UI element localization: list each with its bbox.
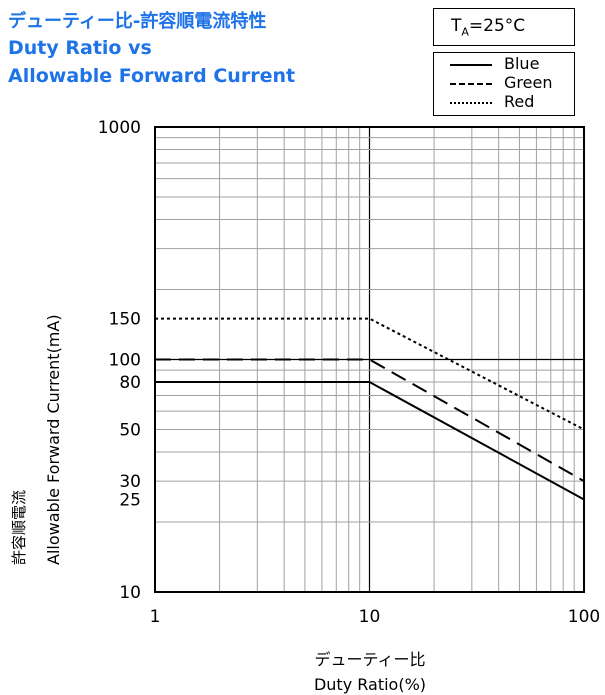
y-axis-label: Allowable Forward Current(mA) (44, 314, 63, 565)
chart-title-en-line1: Duty Ratio vs (8, 37, 152, 59)
y-tick-label: 80 (119, 373, 141, 393)
legend-label-blue: Blue (504, 54, 540, 73)
y-tick-label: 150 (109, 310, 141, 330)
condition-text: TA=25°C (451, 16, 526, 39)
y-tick-label: 50 (119, 420, 141, 440)
legend-item-blue: Blue (434, 55, 574, 73)
y-axis-label-jp: 許容順電流 (10, 489, 28, 565)
y-tick-label: 1000 (98, 118, 141, 138)
x-tick-label: 10 (359, 607, 381, 627)
y-tick-label: 25 (119, 490, 141, 510)
chart-title-en-line2: Allowable Forward Current (8, 65, 296, 87)
condition-box: TA=25°C (433, 8, 575, 46)
chart-title-jp: デューティー比-許容順電流特性 (8, 11, 267, 32)
x-axis-label-jp: デューティー比 (314, 650, 426, 669)
legend-item-green: Green (434, 74, 574, 92)
y-tick-label: 10 (119, 583, 141, 603)
legend-swatch-dotted (450, 102, 492, 104)
y-tick-label: 100 (109, 351, 141, 371)
legend-item-red: Red (434, 93, 574, 111)
x-axis-label: Duty Ratio(%) (313, 675, 427, 694)
series-line-blue (155, 381, 585, 501)
legend-swatch-solid (450, 64, 492, 66)
x-tick-label: 100 (568, 607, 600, 627)
legend-label-green: Green (504, 73, 553, 92)
legend-swatch-dashed (450, 83, 492, 85)
legend: Blue Green Red (433, 52, 575, 116)
y-tick-label: 30 (119, 472, 141, 492)
x-tick-label: 1 (150, 607, 161, 627)
legend-label-red: Red (504, 92, 535, 111)
